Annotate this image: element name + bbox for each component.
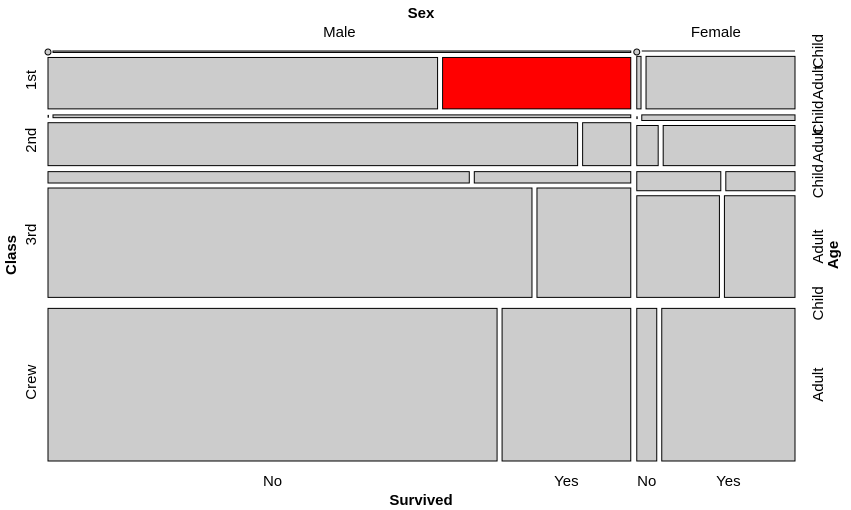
survived-level-label: No (637, 473, 656, 490)
age-level-label: Adult (810, 128, 827, 163)
age-level-label: Child (810, 34, 827, 68)
mosaic-tile (636, 195, 720, 298)
mosaic-tile (641, 114, 796, 121)
mosaic-tile (661, 307, 796, 462)
age-level-label: Adult (810, 229, 827, 264)
mosaic-empty-tile (47, 114, 49, 118)
mosaic-tile (47, 171, 470, 184)
mosaic-tile (52, 114, 632, 119)
survived-level-label: No (263, 473, 282, 490)
mosaic-labels: Sex Survived Class Age Male Female 1st 2nd 3… (3, 5, 842, 509)
mosaic-tile (723, 195, 796, 298)
class-level-label: 1st (23, 69, 40, 90)
y-right-variable-label: Age (825, 241, 842, 269)
x-bottom-variable-label: Survived (389, 492, 452, 509)
age-level-label: Child (810, 164, 827, 198)
mosaic-tile (636, 55, 642, 110)
mosaic-tile (636, 171, 722, 192)
mosaic-empty-marker (633, 48, 641, 56)
mosaic-tile (582, 122, 632, 167)
mosaic-tile (52, 50, 632, 53)
mosaic-tile-highlight (442, 56, 632, 110)
mosaic-tile (47, 56, 439, 110)
mosaic-tiles (44, 48, 796, 462)
mosaic-empty-tile (636, 116, 638, 120)
sex-level-label: Male (323, 24, 356, 41)
sex-level-label: Female (691, 24, 741, 41)
class-level-label: 3rd (23, 224, 40, 246)
mosaic-tile (636, 124, 659, 167)
mosaic-tile (725, 171, 796, 192)
mosaic-tile (636, 307, 658, 462)
mosaic-tile (47, 307, 498, 462)
mosaic-tile (662, 124, 796, 167)
mosaic-tile (501, 307, 632, 462)
mosaic-tile (645, 55, 796, 110)
age-level-label: Child (810, 286, 827, 320)
class-level-label: 2nd (23, 128, 40, 153)
mosaic-tile (47, 187, 533, 298)
age-level-label: Adult (810, 367, 827, 402)
y-left-variable-label: Class (3, 235, 20, 275)
class-level-label: Crew (23, 365, 40, 400)
mosaic-empty-marker (44, 48, 52, 56)
age-level-label: Adult (810, 65, 827, 100)
mosaic-tile (473, 171, 632, 184)
survived-level-label: Yes (716, 473, 740, 490)
age-level-label: Child (810, 101, 827, 135)
survived-level-label: Yes (554, 473, 578, 490)
mosaic-tile (536, 187, 632, 298)
mosaic-tile (47, 122, 579, 167)
x-top-variable-label: Sex (408, 5, 435, 22)
